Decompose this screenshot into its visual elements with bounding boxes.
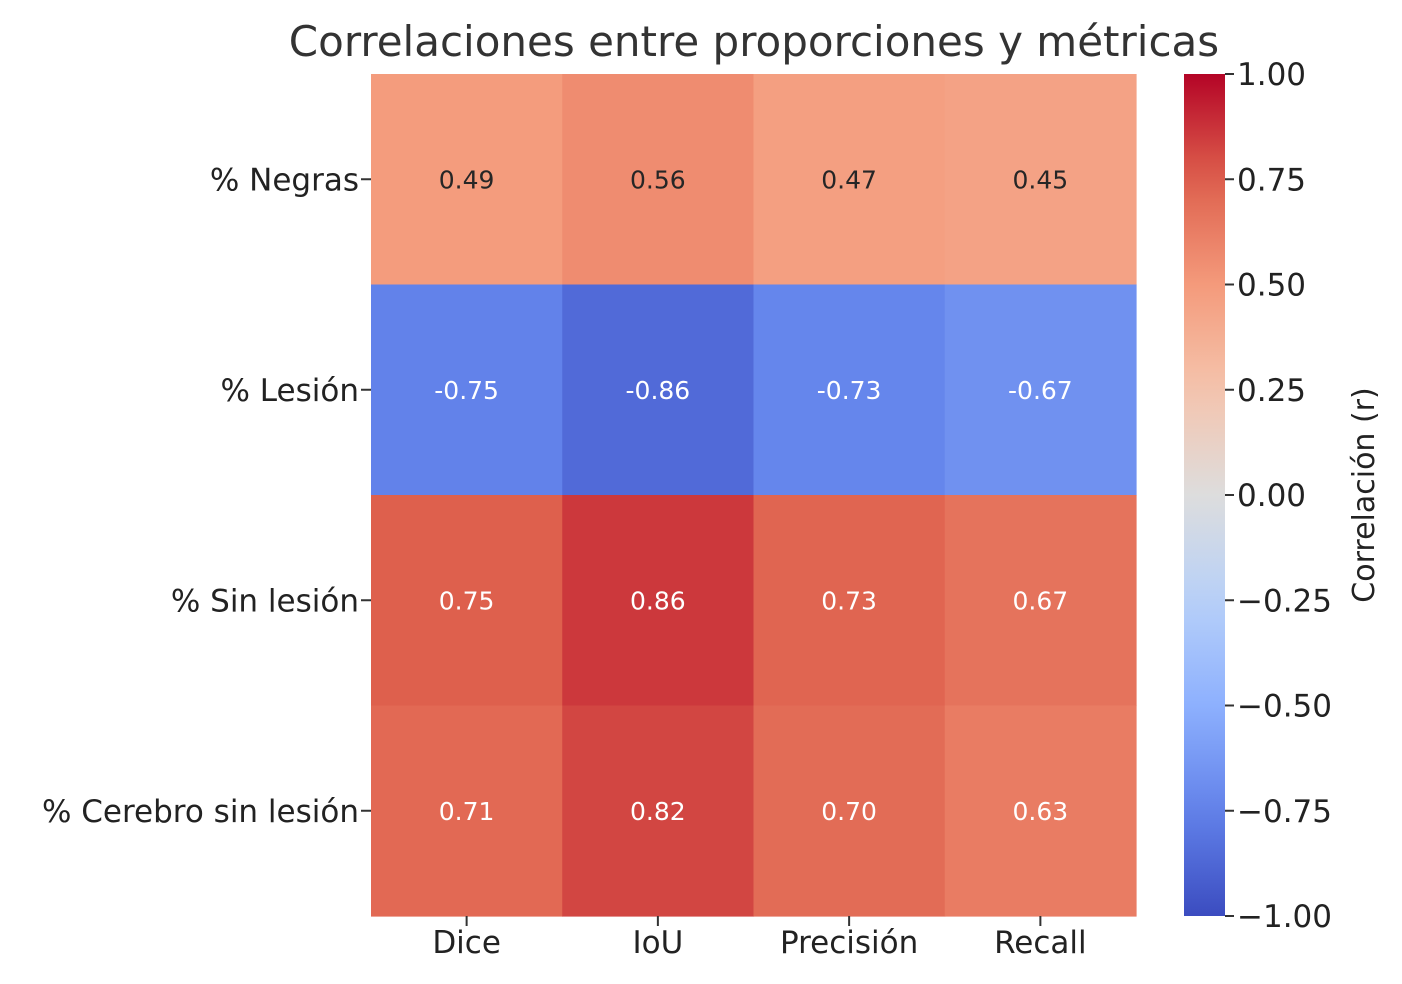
colorbar-tick-label: −0.50 xyxy=(1237,689,1332,725)
heatmap-cell xyxy=(944,284,1137,496)
cell-value-label: 0.56 xyxy=(630,165,686,194)
cell-value-label: 0.70 xyxy=(821,797,877,826)
x-tick-label: Dice xyxy=(432,925,501,961)
heatmap-cell xyxy=(371,705,563,917)
cell-value-label: 0.67 xyxy=(1013,586,1069,615)
cell-value-label: 0.82 xyxy=(630,797,686,826)
cell-value-label: 0.63 xyxy=(1013,797,1069,826)
cell-value-label: -0.75 xyxy=(434,376,499,405)
y-tick-label: % Lesión xyxy=(221,373,360,409)
heatmap-cell xyxy=(371,495,563,707)
chart-title: Correlaciones entre proporciones y métri… xyxy=(289,17,1219,66)
cell-value-label: 0.86 xyxy=(630,586,686,615)
cell-value-label: -0.86 xyxy=(626,376,691,405)
colorbar-tick-label: 1.00 xyxy=(1237,57,1306,93)
cell-value-label: -0.73 xyxy=(817,376,882,405)
colorbar-ticks: 1.00 0.75 0.50 0.25 0.00 −0.25 −0.50 −0.75 −1.00 xyxy=(1225,57,1332,935)
colorbar-tick-label: 0.25 xyxy=(1237,373,1306,409)
heatmap-cell xyxy=(944,74,1137,286)
cell-value-label: 0.47 xyxy=(821,165,877,194)
heatmap-cell xyxy=(562,284,755,496)
colorbar: 1.00 0.75 0.50 0.25 0.00 −0.25 −0.50 −0.75 −1.00… xyxy=(1184,57,1382,935)
heatmap-cell xyxy=(753,495,946,707)
y-tick-label: % Cerebro sin lesión xyxy=(42,794,359,830)
colorbar-tick-label: −0.25 xyxy=(1237,583,1332,619)
heatmap-cell xyxy=(944,495,1137,707)
heatmap-cell xyxy=(562,74,755,286)
cell-value-label: 0.73 xyxy=(821,586,877,615)
y-axis: % Negras % Lesión % Sin lesión % Cerebro si… xyxy=(42,162,371,830)
x-tick-label: IoU xyxy=(632,925,683,961)
heatmap-cell xyxy=(753,705,946,917)
cell-value-label: 0.71 xyxy=(439,797,495,826)
cell-value-label: 0.45 xyxy=(1013,165,1069,194)
cell-value-label: -0.67 xyxy=(1008,376,1073,405)
heatmap-cell xyxy=(562,705,755,917)
x-tick-label: Recall xyxy=(994,925,1087,961)
colorbar-tick-label: 0.00 xyxy=(1237,478,1306,514)
colorbar-tick-label: 0.50 xyxy=(1237,268,1306,304)
x-axis: Dice IoU Precisión Recall xyxy=(432,916,1087,961)
colorbar-gradient xyxy=(1184,74,1225,916)
y-tick-label: % Negras xyxy=(210,162,359,198)
cell-annotations: 0.49 0.56 0.47 0.45 -0.75 -0.86 -0.73 -0.67 0.75… xyxy=(434,165,1072,826)
y-tick-label: % Sin lesión xyxy=(171,583,359,619)
cell-value-label: 0.75 xyxy=(439,586,495,615)
heatmap-cells xyxy=(371,74,1137,917)
heatmap-cell xyxy=(371,284,563,496)
x-tick-label: Precisión xyxy=(780,925,918,961)
colorbar-tick-label: −1.00 xyxy=(1237,899,1332,935)
colorbar-tick-label: 0.75 xyxy=(1237,162,1306,198)
cell-value-label: 0.49 xyxy=(439,165,495,194)
heatmap-cell xyxy=(562,495,755,707)
heatmap-cell xyxy=(753,284,946,496)
colorbar-tick-label: −0.75 xyxy=(1237,794,1332,830)
colorbar-label: Correlación (r) xyxy=(1347,387,1382,602)
heatmap-cell xyxy=(753,74,946,286)
heatmap-cell xyxy=(371,74,563,286)
heatmap-cell xyxy=(944,705,1137,917)
